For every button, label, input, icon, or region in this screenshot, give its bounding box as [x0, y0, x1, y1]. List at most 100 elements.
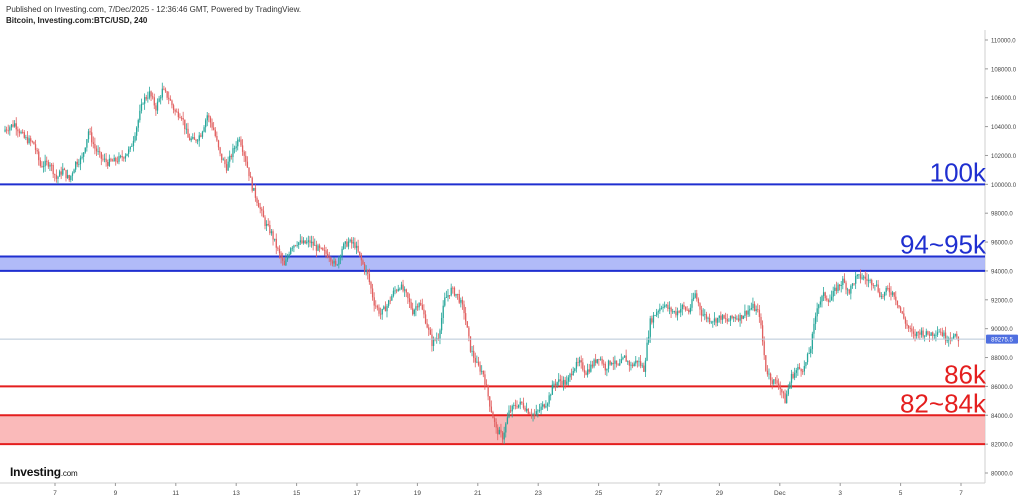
candle-body-up	[66, 175, 69, 178]
candle-body-up	[387, 300, 390, 306]
candle-body-down	[845, 282, 847, 290]
candle-body-up	[875, 284, 878, 286]
candle-body-up	[832, 290, 834, 297]
candle-body-down	[604, 363, 606, 371]
candle-body-up	[201, 131, 204, 137]
candle-body-up	[62, 168, 64, 175]
candle-body-up	[229, 155, 231, 162]
candle-body-down	[688, 310, 690, 313]
candle-body-down	[769, 373, 772, 381]
candle-body-up	[503, 432, 505, 440]
candle-body-up	[856, 274, 858, 277]
candle-body-down	[864, 276, 866, 279]
candle-body-up	[680, 309, 682, 313]
candle-body-up	[691, 299, 693, 308]
candle-body-down	[612, 362, 614, 364]
candle-body-down	[800, 368, 802, 372]
candle-body-up	[599, 358, 602, 360]
candle-body-up	[665, 304, 667, 306]
x-tick-label: 23	[535, 490, 543, 497]
candle-body-down	[522, 403, 525, 408]
candle-body-up	[506, 417, 509, 424]
level-zone-82~84k	[0, 415, 985, 445]
candle-body-up	[943, 332, 945, 337]
candle-body-up	[834, 287, 836, 291]
candle-body-up	[837, 284, 839, 291]
candle-body-down	[720, 315, 722, 320]
candle-body-up	[341, 248, 343, 257]
candle-body-up	[25, 137, 27, 138]
candle-body-up	[803, 366, 805, 372]
candle-body-up	[383, 306, 385, 309]
candle-body-up	[736, 318, 738, 320]
candle-body-down	[896, 300, 899, 306]
candle-body-up	[205, 120, 207, 128]
candle-body-up	[81, 156, 83, 158]
candle-body-down	[639, 361, 642, 366]
candle-body-up	[338, 257, 340, 265]
candle-body-down	[171, 100, 173, 106]
candle-body-down	[603, 363, 605, 365]
candle-body-up	[842, 278, 844, 286]
candle-body-up	[391, 295, 393, 301]
candle-body-down	[396, 290, 398, 292]
candle-body-up	[78, 164, 80, 165]
candle-body-down	[246, 161, 249, 168]
candle-body-down	[169, 98, 172, 101]
candle-body-up	[270, 231, 273, 234]
candle-body-down	[251, 177, 253, 191]
candle-body-down	[741, 315, 743, 319]
candle-body-down	[177, 111, 180, 118]
candle-body-up	[70, 175, 72, 181]
candle-body-up	[542, 404, 544, 407]
candle-body-up	[132, 140, 135, 146]
candle-body-down	[500, 429, 502, 433]
candle-body-down	[651, 318, 653, 323]
candle-body-down	[956, 333, 958, 337]
y-tick-label: 82000.0	[991, 443, 1013, 449]
candle-body-down	[249, 176, 252, 178]
candle-body-down	[187, 128, 189, 138]
candle-body-down	[904, 318, 907, 324]
candle-body-down	[482, 370, 484, 375]
candle-body-down	[877, 284, 879, 292]
candle-body-up	[946, 340, 948, 342]
candle-body-up	[508, 410, 510, 418]
candle-body-up	[819, 301, 822, 305]
y-tick-label: 106000.0	[991, 96, 1017, 102]
candle-body-up	[266, 223, 268, 226]
candle-body-down	[163, 88, 165, 90]
candle-body-down	[68, 175, 70, 181]
candle-body-up	[694, 293, 696, 298]
candle-body-down	[901, 311, 903, 314]
candle-body-down	[914, 333, 916, 337]
candle-body-down	[50, 164, 53, 166]
candle-body-down	[327, 253, 329, 258]
candle-body-down	[859, 274, 862, 279]
candle-body-up	[20, 132, 22, 134]
candle-body-up	[274, 238, 276, 240]
candle-body-up	[299, 240, 302, 243]
candle-body-down	[497, 427, 499, 435]
candle-body-up	[750, 308, 753, 310]
candle-body-up	[397, 288, 399, 291]
candle-body-up	[293, 245, 295, 248]
candle-body-down	[753, 303, 756, 312]
candle-body-down	[368, 273, 371, 283]
candle-body-down	[176, 111, 178, 113]
candle-body-down	[145, 97, 147, 99]
candle-body-up	[662, 306, 664, 308]
candle-body-up	[607, 360, 610, 369]
y-tick-label: 80000.0	[991, 472, 1013, 478]
candle-body-down	[853, 283, 855, 285]
candle-body-down	[225, 164, 228, 171]
candle-body-down	[485, 384, 488, 386]
candle-body-up	[75, 161, 77, 170]
candle-body-up	[790, 373, 793, 383]
candle-body-up	[447, 295, 449, 298]
candle-body-up	[768, 373, 770, 375]
candle-body-down	[378, 307, 380, 314]
candle-body-up	[238, 139, 241, 141]
candle-body-up	[818, 304, 820, 309]
